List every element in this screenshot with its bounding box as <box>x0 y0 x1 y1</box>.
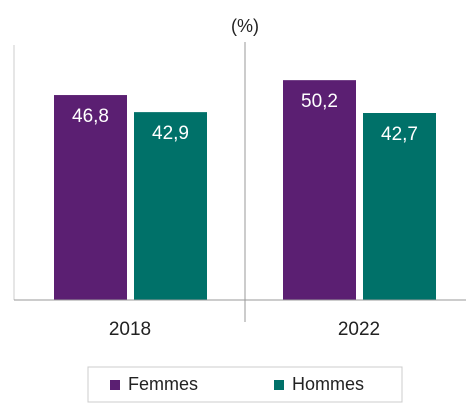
bar <box>134 112 207 300</box>
legend-label: Hommes <box>292 374 364 394</box>
x-tick-label: 2022 <box>338 319 380 340</box>
legend-swatch <box>274 380 284 390</box>
legend-label: Femmes <box>128 374 198 394</box>
x-tick-label: 2018 <box>109 319 151 340</box>
legend-swatch <box>110 380 120 390</box>
value-label: 42,7 <box>381 124 418 145</box>
axis-label: (%) <box>231 16 259 36</box>
bar <box>54 95 127 300</box>
bar <box>363 113 436 300</box>
value-label: 50,2 <box>301 91 338 112</box>
legend-box <box>87 366 403 403</box>
value-label: 42,9 <box>152 123 189 144</box>
bar <box>283 80 356 300</box>
value-label: 46,8 <box>72 106 109 127</box>
